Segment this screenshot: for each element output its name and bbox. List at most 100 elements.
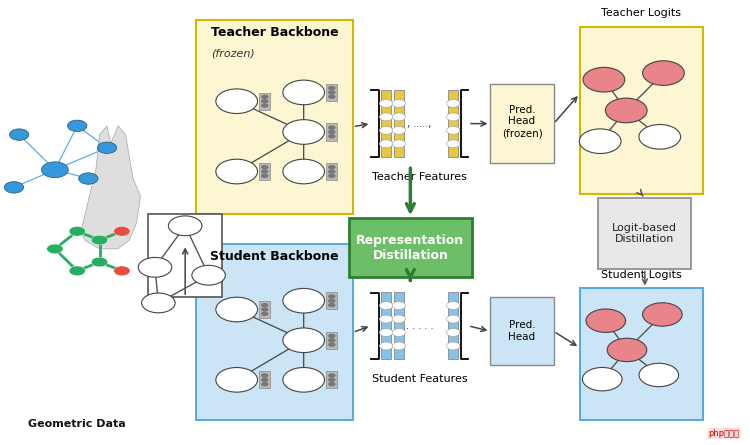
FancyBboxPatch shape bbox=[490, 297, 554, 365]
FancyBboxPatch shape bbox=[259, 371, 271, 388]
Circle shape bbox=[192, 265, 225, 285]
Circle shape bbox=[380, 315, 393, 323]
FancyBboxPatch shape bbox=[598, 198, 692, 269]
Circle shape bbox=[392, 140, 406, 148]
Circle shape bbox=[328, 90, 335, 95]
Text: Teacher Backbone: Teacher Backbone bbox=[211, 26, 338, 39]
Text: Teacher Features: Teacher Features bbox=[372, 172, 467, 182]
Text: Student Backbone: Student Backbone bbox=[210, 250, 339, 263]
Circle shape bbox=[92, 235, 108, 245]
Circle shape bbox=[579, 129, 621, 154]
Text: (frozen): (frozen) bbox=[211, 49, 255, 59]
Text: Representation
Distillation: Representation Distillation bbox=[356, 234, 464, 262]
Circle shape bbox=[328, 125, 335, 130]
Circle shape bbox=[261, 99, 268, 103]
FancyBboxPatch shape bbox=[580, 27, 703, 194]
Circle shape bbox=[216, 368, 257, 392]
Circle shape bbox=[380, 302, 393, 310]
Circle shape bbox=[380, 113, 393, 121]
Polygon shape bbox=[81, 126, 140, 249]
Circle shape bbox=[643, 61, 684, 85]
Circle shape bbox=[10, 129, 28, 140]
Circle shape bbox=[380, 100, 393, 107]
Circle shape bbox=[446, 100, 460, 107]
FancyBboxPatch shape bbox=[259, 301, 271, 318]
Circle shape bbox=[446, 126, 460, 134]
Circle shape bbox=[283, 120, 325, 144]
Circle shape bbox=[261, 174, 268, 178]
Circle shape bbox=[380, 140, 393, 148]
Circle shape bbox=[392, 315, 406, 323]
FancyBboxPatch shape bbox=[259, 93, 271, 110]
Circle shape bbox=[142, 293, 175, 313]
Circle shape bbox=[261, 169, 268, 174]
Text: Geometric Data: Geometric Data bbox=[28, 419, 126, 429]
Circle shape bbox=[328, 134, 335, 138]
Circle shape bbox=[639, 125, 680, 149]
Circle shape bbox=[392, 328, 406, 336]
Circle shape bbox=[328, 174, 335, 178]
Circle shape bbox=[261, 165, 268, 170]
Circle shape bbox=[328, 382, 335, 386]
Circle shape bbox=[261, 95, 268, 99]
Circle shape bbox=[446, 342, 460, 350]
FancyBboxPatch shape bbox=[394, 90, 404, 157]
Circle shape bbox=[328, 378, 335, 382]
Circle shape bbox=[583, 67, 625, 92]
Circle shape bbox=[328, 86, 335, 90]
FancyBboxPatch shape bbox=[349, 218, 472, 277]
FancyBboxPatch shape bbox=[326, 123, 338, 141]
FancyBboxPatch shape bbox=[326, 332, 338, 349]
FancyBboxPatch shape bbox=[580, 288, 703, 420]
Circle shape bbox=[328, 338, 335, 343]
Circle shape bbox=[283, 159, 325, 184]
Circle shape bbox=[328, 94, 335, 99]
Circle shape bbox=[446, 328, 460, 336]
Text: Student Features: Student Features bbox=[372, 374, 467, 384]
Circle shape bbox=[583, 368, 622, 391]
Circle shape bbox=[392, 113, 406, 121]
Text: Logit-based
Distillation: Logit-based Distillation bbox=[612, 222, 677, 244]
Circle shape bbox=[46, 244, 63, 254]
Circle shape bbox=[328, 130, 335, 134]
Circle shape bbox=[380, 328, 393, 336]
Circle shape bbox=[261, 373, 268, 378]
Text: Pred.
Head: Pred. Head bbox=[509, 320, 536, 342]
FancyBboxPatch shape bbox=[326, 163, 338, 180]
Circle shape bbox=[605, 98, 647, 123]
Circle shape bbox=[138, 258, 172, 277]
Circle shape bbox=[114, 266, 130, 275]
Circle shape bbox=[4, 182, 23, 193]
Circle shape bbox=[68, 120, 87, 132]
FancyBboxPatch shape bbox=[381, 90, 391, 157]
Circle shape bbox=[446, 140, 460, 148]
Circle shape bbox=[216, 297, 257, 322]
Circle shape bbox=[643, 303, 682, 326]
Circle shape bbox=[328, 169, 335, 174]
Circle shape bbox=[69, 227, 86, 236]
Circle shape bbox=[328, 165, 335, 170]
FancyBboxPatch shape bbox=[196, 20, 352, 214]
Circle shape bbox=[328, 303, 335, 307]
Circle shape bbox=[216, 159, 257, 184]
Text: php中文网: php中文网 bbox=[709, 429, 740, 438]
Text: Pred.
Head
(frozen): Pred. Head (frozen) bbox=[502, 105, 542, 138]
Circle shape bbox=[169, 216, 202, 236]
FancyBboxPatch shape bbox=[326, 371, 338, 388]
Circle shape bbox=[328, 342, 335, 347]
Circle shape bbox=[114, 227, 130, 236]
Circle shape bbox=[608, 338, 646, 362]
Circle shape bbox=[392, 342, 406, 350]
Circle shape bbox=[392, 302, 406, 310]
Circle shape bbox=[261, 307, 268, 312]
Circle shape bbox=[216, 89, 257, 113]
FancyBboxPatch shape bbox=[259, 163, 271, 180]
Text: . . . . .: . . . . . bbox=[406, 321, 433, 331]
FancyBboxPatch shape bbox=[394, 292, 404, 360]
Text: Student Logits: Student Logits bbox=[601, 270, 682, 279]
Circle shape bbox=[261, 303, 268, 307]
Circle shape bbox=[586, 309, 626, 332]
Circle shape bbox=[41, 162, 68, 178]
FancyBboxPatch shape bbox=[196, 244, 352, 420]
Circle shape bbox=[261, 103, 268, 108]
